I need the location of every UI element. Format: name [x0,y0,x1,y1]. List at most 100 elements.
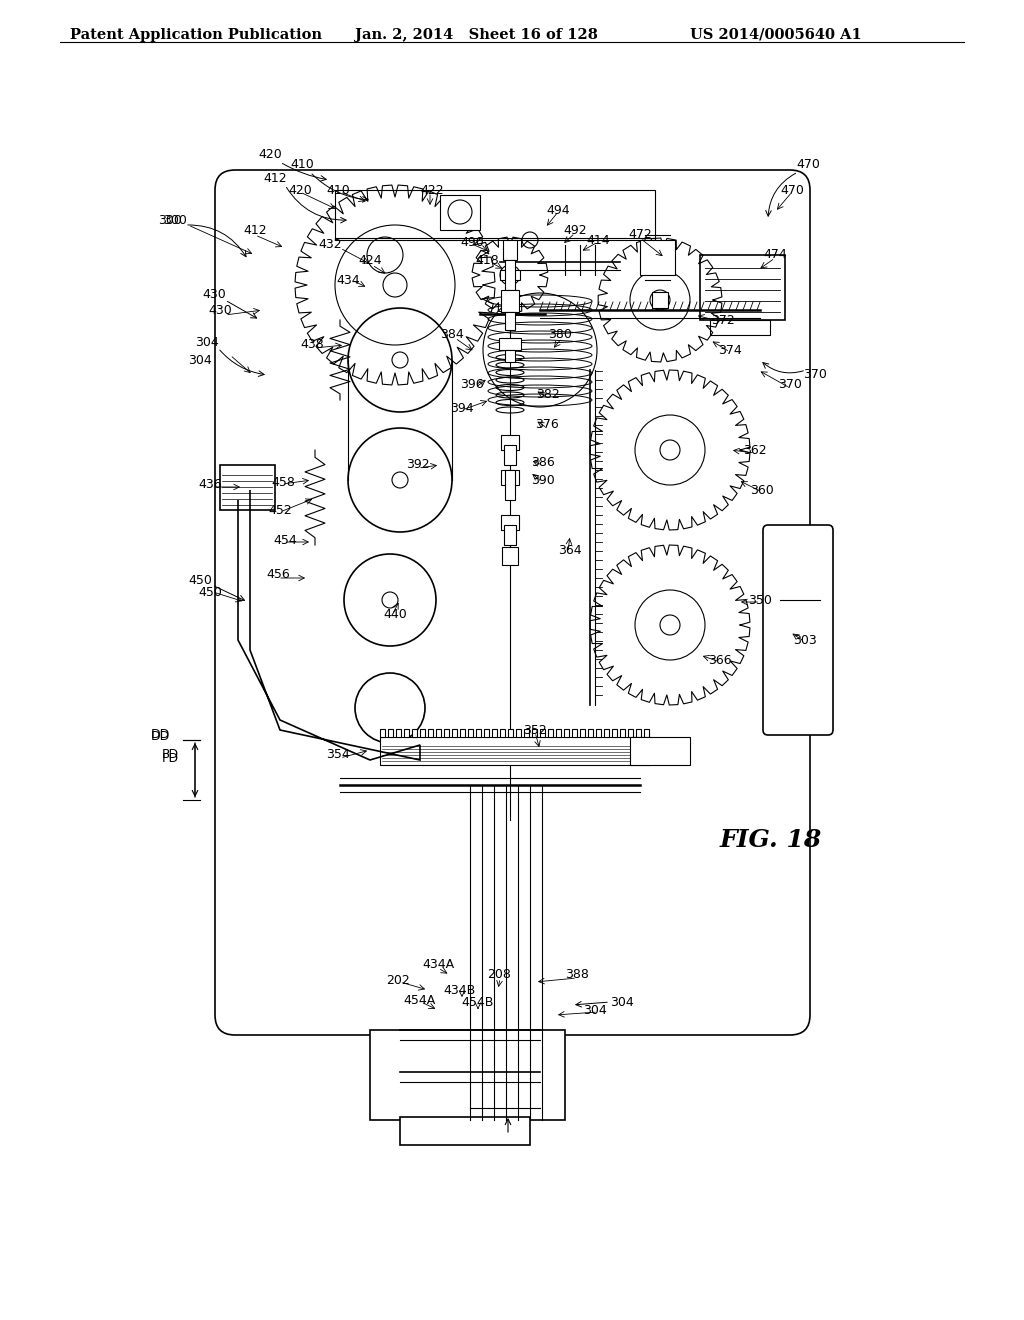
Bar [370,1030,565,1119]
Text: 374: 374 [718,343,741,356]
Bar [628,729,633,737]
Bar [404,729,409,737]
Bar [380,729,385,737]
Bar [710,319,770,335]
Bar [548,729,553,737]
Text: US 2014/0005640 A1: US 2014/0005640 A1 [690,28,862,42]
Bar [620,729,625,737]
Text: 352: 352 [523,723,547,737]
Bar [412,729,417,737]
Text: 304: 304 [196,335,219,348]
Text: 456: 456 [266,569,290,582]
Text: 430: 430 [202,289,226,301]
Text: 470: 470 [780,183,804,197]
Text: DD: DD [151,730,170,743]
Bar [505,350,515,362]
Bar [335,190,655,240]
Text: 474: 474 [763,248,786,261]
Bar [508,729,513,737]
Text: 418: 418 [475,253,499,267]
Text: 470: 470 [796,158,820,172]
Text: 394: 394 [451,401,474,414]
Bar [502,546,518,565]
Bar [636,729,641,737]
Bar [505,470,515,500]
Bar [524,729,529,737]
Text: 372: 372 [711,314,735,326]
Text: 366: 366 [709,653,732,667]
Text: 392: 392 [407,458,430,471]
Bar [504,445,516,465]
Bar [452,729,457,737]
Bar [532,729,537,737]
Text: 386: 386 [531,455,555,469]
Text: 434: 434 [336,273,359,286]
Text: 420: 420 [258,149,282,161]
Text: 438: 438 [300,338,324,351]
Text: DD: DD [151,729,170,742]
Bar [580,729,585,737]
FancyBboxPatch shape [215,170,810,1035]
Bar [501,436,519,450]
Text: 304: 304 [583,1003,607,1016]
Bar [652,292,668,308]
Bar [484,729,489,737]
Bar [460,729,465,737]
Text: 370: 370 [803,368,827,381]
Text: 440: 440 [383,609,407,622]
Bar [644,729,649,737]
Text: 304: 304 [188,354,212,367]
Bar [516,729,521,737]
Text: 410: 410 [326,183,350,197]
Bar [630,737,690,766]
Bar [428,729,433,737]
Text: 424: 424 [358,253,382,267]
Text: 360: 360 [751,483,774,496]
Bar [564,729,569,737]
Bar [640,240,675,275]
Text: 412: 412 [263,172,287,185]
Bar [505,312,515,330]
Text: FIG. 18: FIG. 18 [720,828,822,851]
Text: Jan. 2, 2014   Sheet 16 of 128: Jan. 2, 2014 Sheet 16 of 128 [355,28,598,42]
Text: 388: 388 [565,969,589,982]
Text: 376: 376 [536,418,559,432]
Text: 370: 370 [778,379,802,392]
Text: 208: 208 [487,969,511,982]
Text: PD: PD [162,748,178,762]
Text: 490: 490 [460,235,484,248]
Text: 450: 450 [188,573,212,586]
Text: 458: 458 [271,475,295,488]
Text: 354: 354 [326,748,350,762]
Text: 300: 300 [158,214,182,227]
Text: 303: 303 [794,634,817,647]
Text: 420: 420 [288,183,312,197]
Text: 434B: 434B [443,983,476,997]
Text: 472: 472 [628,228,652,242]
Bar [501,515,519,531]
Text: 202: 202 [386,974,410,986]
Text: 364: 364 [558,544,582,557]
Text: 410: 410 [290,158,314,172]
Text: 450: 450 [198,586,222,598]
Text: 362: 362 [743,444,767,457]
Bar [540,729,545,737]
Bar [556,729,561,737]
Bar [588,729,593,737]
Text: 350: 350 [749,594,772,606]
Text: 430: 430 [208,304,231,317]
Bar [500,271,520,280]
Text: Patent Application Publication: Patent Application Publication [70,28,322,42]
Bar [501,290,519,312]
Text: 492: 492 [563,223,587,236]
Text: 494: 494 [546,203,569,216]
Bar [503,240,517,260]
Text: 422: 422 [420,183,443,197]
Text: 432: 432 [318,239,342,252]
Bar [505,260,515,290]
Bar [476,729,481,737]
Bar [444,729,449,737]
Text: 452: 452 [268,503,292,516]
Text: 454A: 454A [403,994,436,1006]
Text: 390: 390 [531,474,555,487]
